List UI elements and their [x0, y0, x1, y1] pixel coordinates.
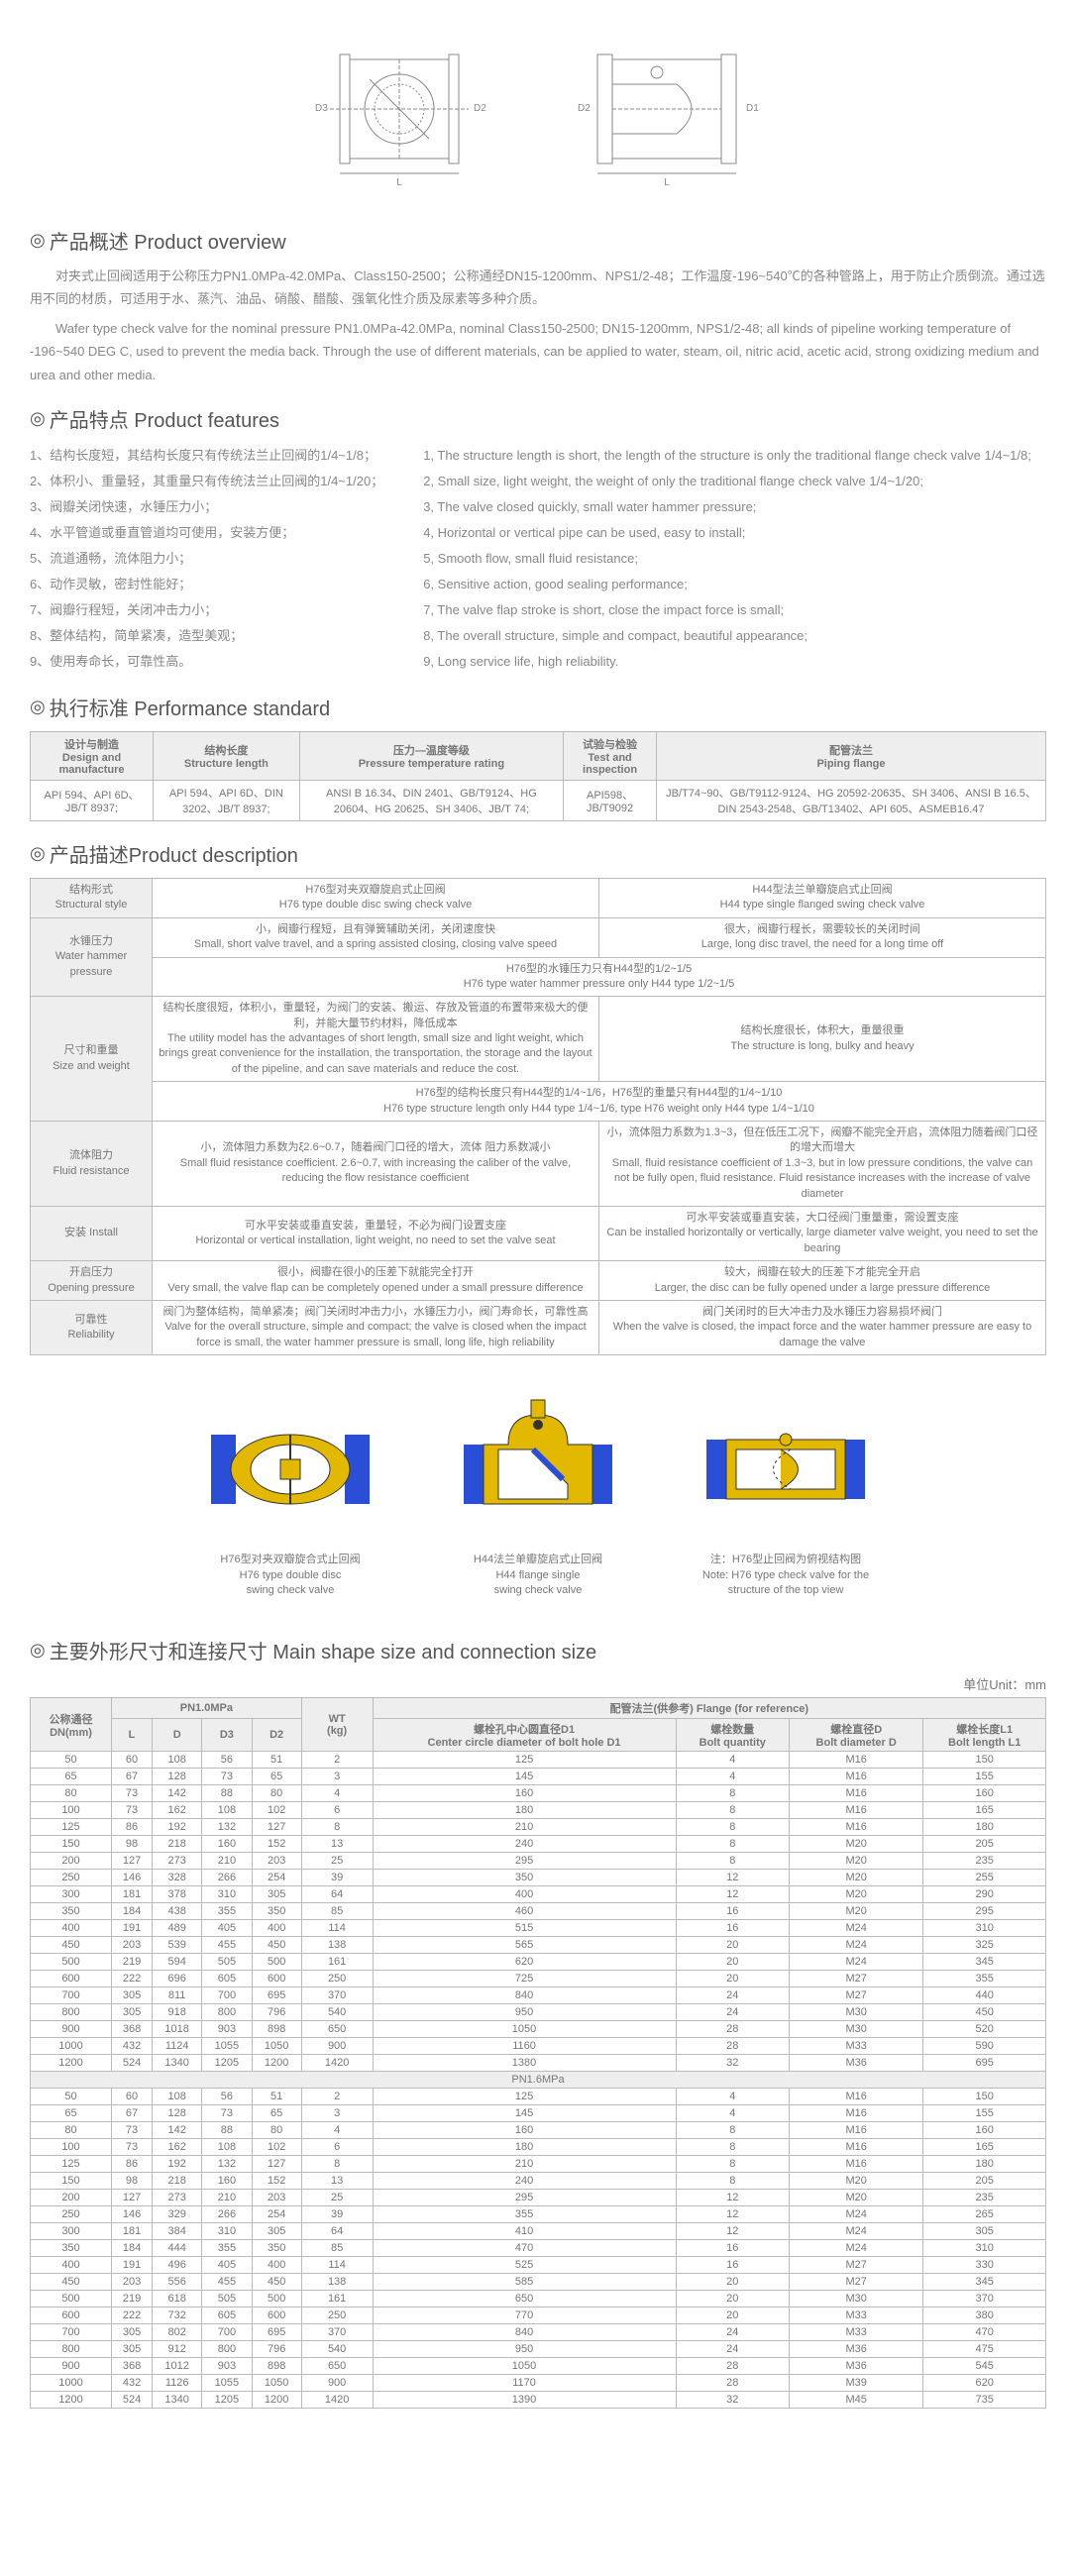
overview-cn: 对夹式止回阀适用于公称压力PN1.0MPa-42.0MPa、Class150-2… [30, 265, 1046, 311]
table-row: 1258619213212782108M16180 [31, 2156, 1046, 2173]
table-row: 12005241340120512001420138032M36695 [31, 2055, 1046, 2072]
table-row: 70030580270069537084024M33470 [31, 2324, 1046, 2341]
feature-item: 1, The structure length is short, the le… [423, 443, 1031, 469]
section-size: 主要外形尺寸和连接尺寸 Main shape size and connecti… [30, 1636, 1046, 1664]
feature-item: 8、整体结构，简单紧凑，造型美观； [30, 623, 383, 649]
table-row: 8073142888041608M16160 [31, 1785, 1046, 1802]
table-row: 70030581170069537084024M27440 [31, 1987, 1046, 2004]
table-row: 50021961850550016165020M30370 [31, 2291, 1046, 2308]
svg-text:L: L [396, 177, 402, 188]
svg-text:D2: D2 [578, 103, 591, 114]
feature-item: 2、体积小、重量轻，其重量只有传统法兰止回阀的1/4~1/20； [30, 469, 383, 494]
feature-item: 3、阀瓣关闭快速，水锤压力小； [30, 494, 383, 520]
table-row: 1000432112410551050900116028M33590 [31, 2038, 1046, 2055]
table-row: 6567128736531454M16155 [31, 2105, 1046, 2122]
table-row: 15098218160152132408M20205 [31, 1836, 1046, 1853]
table-row: 40019149640540011452516M27330 [31, 2257, 1046, 2274]
section-overview: 产品概述 Product overview [30, 226, 1046, 255]
feature-item: 5, Smooth flow, small fluid resistance; [423, 546, 1031, 572]
table-row: 5060108565121254M16150 [31, 2089, 1046, 2105]
table-row: 60022269660560025072520M27355 [31, 1971, 1046, 1987]
feature-item: 8, The overall structure, simple and com… [423, 623, 1031, 649]
feature-item: 2, Small size, light weight, the weight … [423, 469, 1031, 494]
table-row: 15098218160152132408M20205 [31, 2173, 1046, 2190]
table-row: 8073142888041608M16160 [31, 2122, 1046, 2139]
standard-table: 设计与制造Design and manufacture结构长度Structure… [30, 731, 1046, 821]
table-row: 1007316210810261808M16165 [31, 1802, 1046, 1819]
unit-label: 单位Unit：mm [30, 1674, 1046, 1693]
product-diagrams: H76型对夹双瓣旋合式止回阀H76 type double discswing … [30, 1365, 1046, 1618]
table-row: 1258619213212782108M16180 [31, 1819, 1046, 1836]
feature-item: 7、阀瓣行程短，关闭冲击力小； [30, 597, 383, 623]
table-row: 2501463292662543935512M24265 [31, 2206, 1046, 2223]
feature-item: 9、使用寿命长，可靠性高。 [30, 649, 383, 675]
feature-item: 9, Long service life, high reliability. [423, 649, 1031, 675]
feature-item: 3, The valve closed quickly, small water… [423, 494, 1031, 520]
feature-item: 4、水平管道或垂直管道均可使用，安装方便； [30, 520, 383, 546]
table-row: 12005241340120512001420139032M45735 [31, 2392, 1046, 2409]
description-table: 结构形式Structural styleH76型对夹双瓣旋启式止回阀H76 ty… [30, 878, 1046, 1355]
top-diagrams: L D3 D2 L D2 D1 [30, 10, 1046, 208]
section-standard: 执行标准 Performance standard [30, 693, 1046, 721]
feature-item: 4, Horizontal or vertical pipe can be us… [423, 520, 1031, 546]
section-features: 产品特点 Product features [30, 404, 1046, 433]
table-row: 45020353945545013856520M24325 [31, 1937, 1046, 1954]
svg-text:D2: D2 [474, 103, 486, 114]
table-row: 60022273260560025077020M33380 [31, 2308, 1046, 2324]
table-row: 6567128736531454M16155 [31, 1769, 1046, 1785]
feature-item: 5、流道通畅，流体阻力小； [30, 546, 383, 572]
overview-en: Wafer type check valve for the nominal p… [30, 317, 1046, 386]
table-row: 2001272732102032529512M20235 [31, 2190, 1046, 2206]
feature-item: 1、结构长度短，其结构长度只有传统法兰止回阀的1/4~1/8； [30, 443, 383, 469]
table-row: 1007316210810261808M16165 [31, 2139, 1046, 2156]
table-row: 3501844443553508547016M24310 [31, 2240, 1046, 2257]
table-row: 1000432112610551050900117028M39620 [31, 2375, 1046, 2392]
table-row: 5060108565121254M16150 [31, 1752, 1046, 1769]
table-row: 3001813843103056441012M24305 [31, 2223, 1046, 2240]
feature-item: 6, Sensitive action, good sealing perfor… [423, 572, 1031, 597]
svg-text:D1: D1 [746, 103, 759, 114]
table-row: 40019148940540011451516M24310 [31, 1920, 1046, 1937]
table-row: 3501844383553508546016M20295 [31, 1903, 1046, 1920]
prod-h76 [191, 1395, 389, 1544]
diagram-left: L D3 D2 [300, 30, 498, 188]
svg-text:D3: D3 [315, 103, 328, 114]
table-row: 50021959450550016162020M24345 [31, 1954, 1046, 1971]
prod-h44 [449, 1385, 627, 1544]
table-row: 45020355645545013858520M27345 [31, 2274, 1046, 2291]
svg-text:L: L [664, 177, 670, 188]
section-description: 产品描述Product description [30, 839, 1046, 868]
table-row: 200127273210203252958M20235 [31, 1853, 1046, 1870]
table-row: 3001813783103056440012M20290 [31, 1886, 1046, 1903]
size-table: 公称通径DN(mm) PN1.0MPa WT(kg) 配管法兰(供参考) Fla… [30, 1697, 1046, 2409]
features-list: 1、结构长度短，其结构长度只有传统法兰止回阀的1/4~1/8；2、体积小、重量轻… [30, 443, 1046, 675]
table-row: 2501463282662543935012M20255 [31, 1870, 1046, 1886]
table-row: 9003681012903898650105028M36545 [31, 2358, 1046, 2375]
table-row: 80030591880079654095024M30450 [31, 2004, 1046, 2021]
feature-item: 6、动作灵敏，密封性能好； [30, 572, 383, 597]
prod-h76-top [687, 1395, 885, 1544]
diagram-right: L D2 D1 [558, 30, 776, 188]
table-row: 9003681018903898650105028M30520 [31, 2021, 1046, 2038]
feature-item: 7, The valve flap stroke is short, close… [423, 597, 1031, 623]
table-row: 80030591280079654095024M36475 [31, 2341, 1046, 2358]
